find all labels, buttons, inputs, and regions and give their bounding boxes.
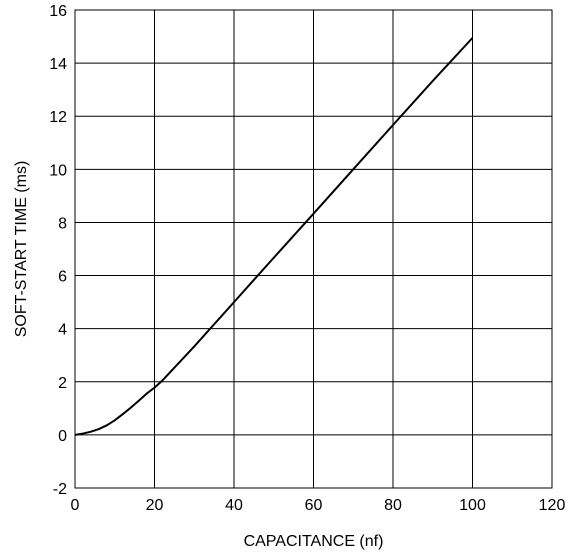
y-tick-label: 0 [58, 428, 67, 445]
y-axis-label: SOFT-START TIME (ms) [13, 161, 30, 338]
x-tick-label: 0 [71, 497, 80, 514]
plot-frame [74, 9, 553, 489]
x-tick-labels: 0 20 40 60 80 100 120 [71, 497, 566, 514]
y-tick-label: 2 [58, 375, 67, 392]
x-tick-label: 40 [225, 497, 243, 514]
soft-start-time-curve [74, 37, 474, 436]
y-tick-label: 8 [58, 215, 67, 232]
y-tick-label: -2 [53, 481, 67, 498]
y-tick-label: 10 [49, 162, 67, 179]
x-axis-label: CAPACITANCE (nf) [244, 533, 384, 550]
y-tick-label: 6 [58, 269, 67, 286]
grid-lines [74, 9, 553, 489]
y-tick-label: 12 [49, 109, 67, 126]
x-tick-label: 120 [539, 497, 566, 514]
y-tick-labels: -2 0 2 4 6 8 10 12 14 16 [49, 3, 67, 498]
y-tick-label: 14 [49, 56, 67, 73]
x-tick-label: 20 [146, 497, 164, 514]
x-tick-label: 100 [459, 497, 486, 514]
series-layer [74, 37, 474, 436]
x-tick-label: 80 [384, 497, 402, 514]
y-tick-label: 4 [58, 322, 67, 339]
y-tick-label: 16 [49, 3, 67, 20]
x-tick-label: 60 [305, 497, 323, 514]
